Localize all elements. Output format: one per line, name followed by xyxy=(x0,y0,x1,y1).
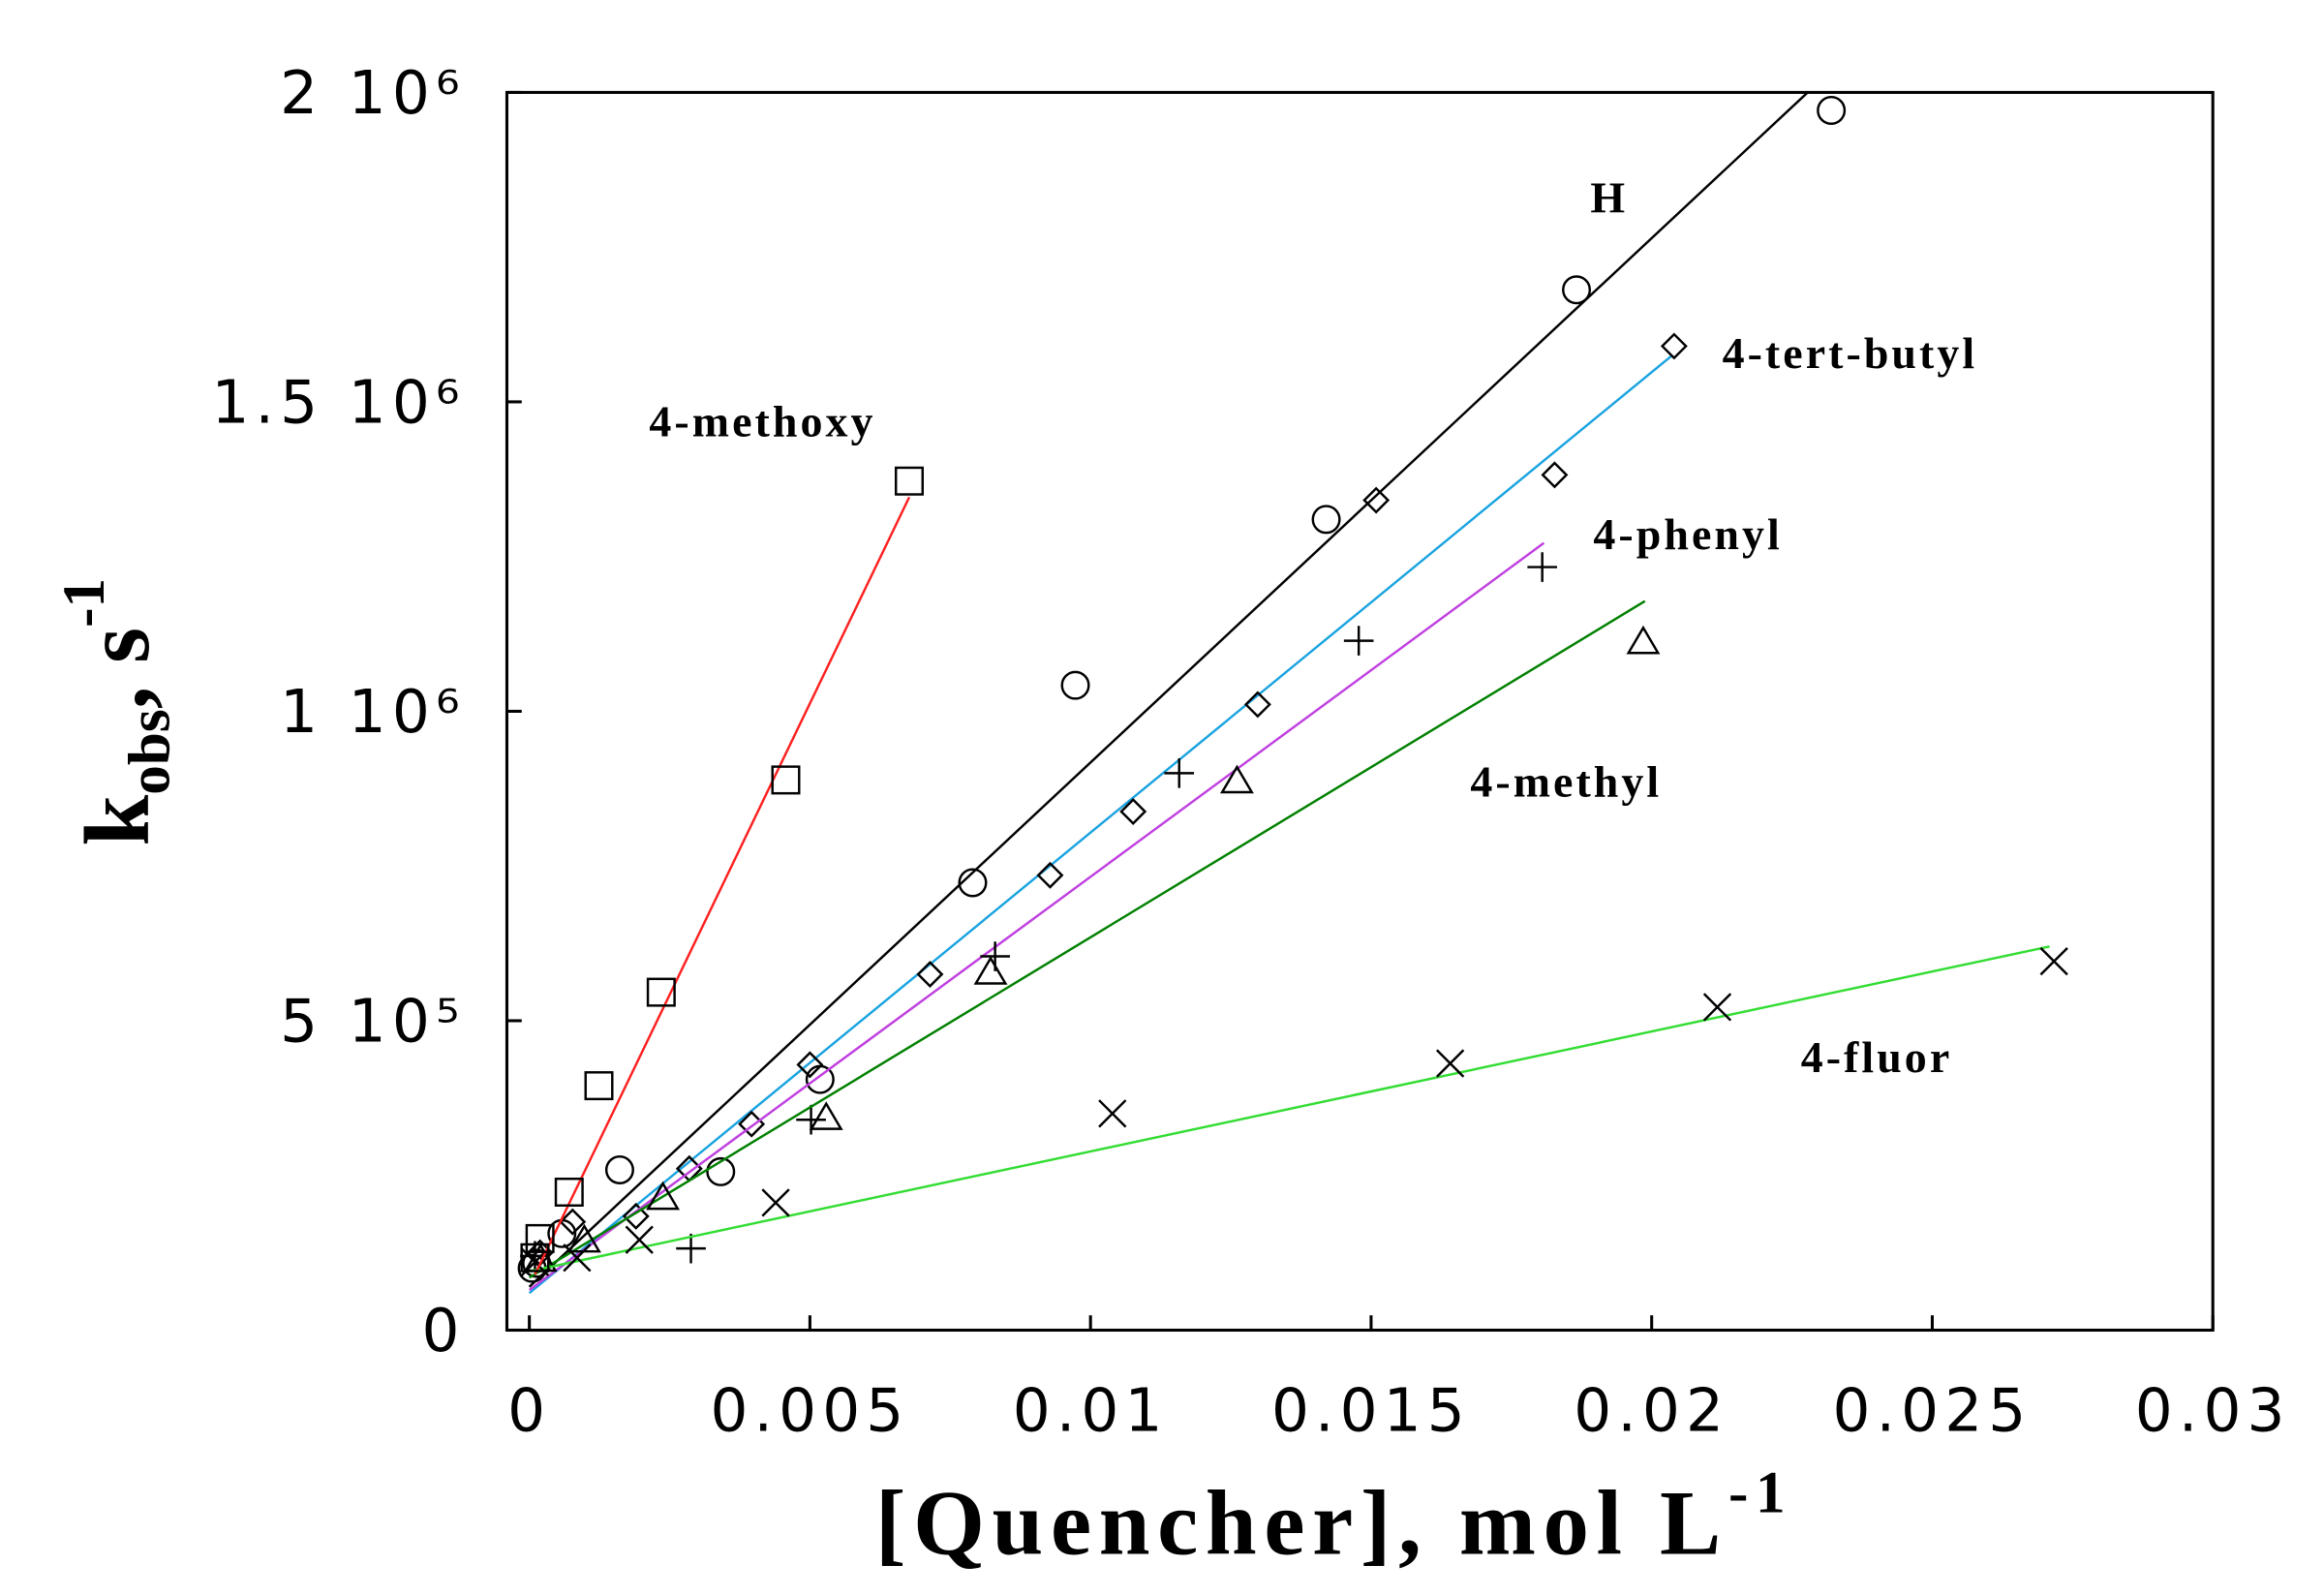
y-tick-label: 5 10⁵ xyxy=(280,987,465,1056)
marker xyxy=(771,765,801,795)
marker xyxy=(525,1223,555,1253)
x-tick-label: 0.01 xyxy=(1013,1377,1169,1446)
marker xyxy=(809,1101,843,1130)
fit-line xyxy=(529,945,2050,1273)
marker xyxy=(973,956,1008,985)
marker xyxy=(1098,1099,1127,1128)
marker xyxy=(1036,861,1064,889)
series-label: H xyxy=(1590,172,1628,222)
fit-line xyxy=(534,496,911,1275)
marker xyxy=(646,1181,681,1211)
marker xyxy=(559,1208,587,1236)
marker xyxy=(554,1177,584,1207)
marker xyxy=(1343,626,1374,656)
marker xyxy=(1626,625,1661,655)
marker xyxy=(584,1071,614,1101)
series-label: 4-methoxy xyxy=(649,397,875,446)
marker xyxy=(1119,798,1147,825)
marker xyxy=(1660,332,1688,360)
marker xyxy=(1164,758,1195,788)
marker xyxy=(1219,764,1254,794)
x-tick-label: 0 xyxy=(507,1377,551,1446)
x-axis-label: [Quencher], mol L-1 xyxy=(875,1460,1792,1575)
marker xyxy=(563,1243,592,1273)
marker xyxy=(1243,691,1271,719)
marker xyxy=(2039,946,2068,976)
y-axis-label: kobs, s-1 xyxy=(51,578,182,846)
marker xyxy=(958,868,988,898)
marker xyxy=(1527,552,1557,582)
series-label: 4-phenyl xyxy=(1593,509,1782,559)
marker xyxy=(604,1154,634,1184)
x-tick-label: 0.03 xyxy=(2135,1377,2291,1446)
marker xyxy=(796,1104,826,1135)
series-label: 4-tert-butyl xyxy=(1723,328,1978,378)
fit-line xyxy=(529,599,1646,1279)
marker xyxy=(1362,486,1391,514)
fit-line xyxy=(528,541,1545,1291)
y-tick-label: 1.5 10⁶ xyxy=(211,368,465,437)
x-tick-label: 0.025 xyxy=(1833,1377,2033,1446)
fit-line xyxy=(528,354,1672,1295)
marker xyxy=(1817,95,1847,125)
marker xyxy=(1060,670,1090,700)
marker xyxy=(646,977,676,1007)
marker xyxy=(1562,275,1592,305)
marker xyxy=(1311,505,1341,535)
marker xyxy=(676,1233,706,1264)
x-tick-label: 0.02 xyxy=(1574,1377,1729,1446)
marker xyxy=(1702,993,1732,1022)
marker xyxy=(706,1156,736,1186)
y-tick-label: 0 xyxy=(422,1297,466,1366)
marker xyxy=(916,961,944,989)
marker xyxy=(625,1225,654,1254)
marker xyxy=(894,466,924,496)
fit-line xyxy=(528,91,1809,1288)
plot-frame xyxy=(505,90,2215,1333)
marker xyxy=(1541,461,1569,489)
marker xyxy=(761,1188,790,1217)
x-tick-label: 0.015 xyxy=(1271,1377,1471,1446)
y-tick-label: 2 10⁶ xyxy=(280,59,465,128)
y-tick-label: 1 10⁶ xyxy=(280,678,465,747)
series-label: 4-methyl xyxy=(1470,756,1662,806)
x-tick-label: 0.005 xyxy=(710,1377,909,1446)
marker xyxy=(1435,1049,1465,1078)
marker xyxy=(796,1051,824,1079)
marker xyxy=(622,1202,650,1230)
marker xyxy=(520,1243,550,1273)
series-label: 4-fluor xyxy=(1801,1032,1953,1082)
